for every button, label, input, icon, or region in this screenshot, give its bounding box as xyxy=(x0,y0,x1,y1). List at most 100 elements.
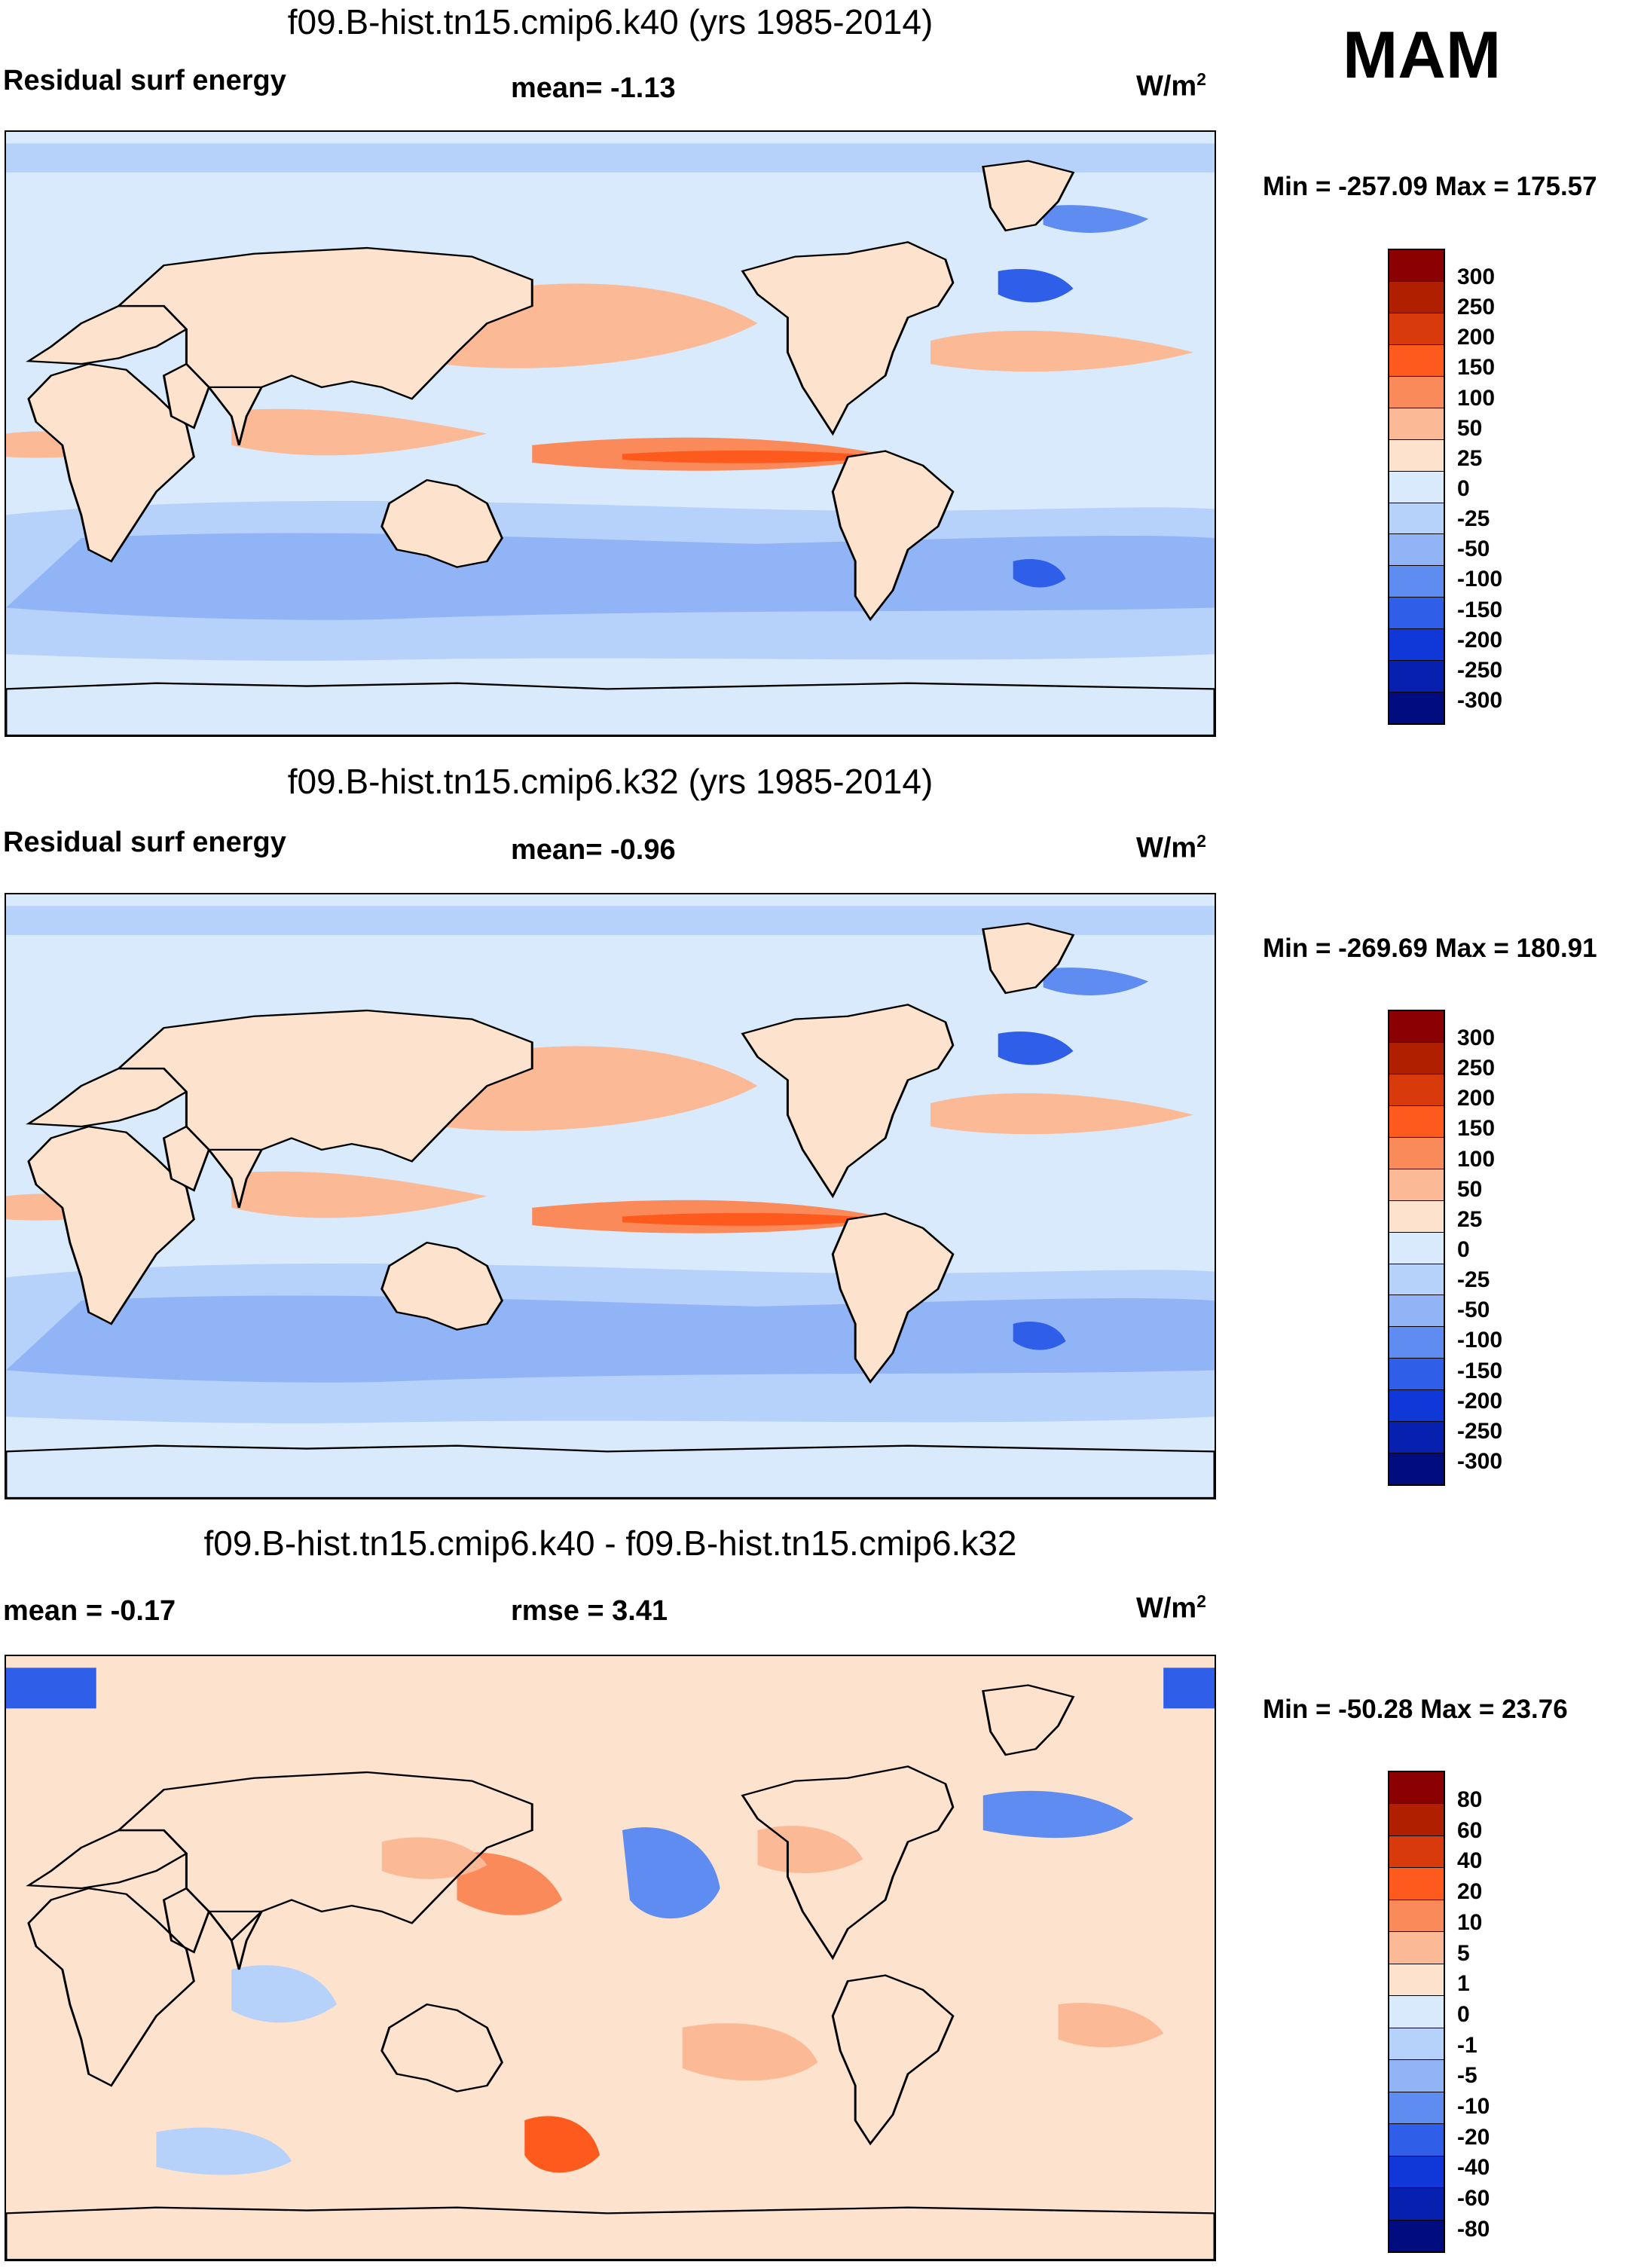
panel-3-mean-label: mean = -0.17 xyxy=(3,1595,176,1627)
colorbar-swatch xyxy=(1389,281,1444,313)
colorbar-swatch xyxy=(1389,2028,1444,2061)
coastline xyxy=(741,241,955,436)
colorbar-swatch xyxy=(1389,692,1444,724)
panel-3-colorbar xyxy=(1388,1771,1445,2253)
colorbar-swatch xyxy=(1389,344,1444,377)
colorbar-tick-label: -100 xyxy=(1457,1328,1503,1353)
colorbar-tick-label: 40 xyxy=(1457,1848,1483,1874)
coastline xyxy=(27,1125,195,1325)
coastline xyxy=(380,2003,503,2092)
colorbar-swatch xyxy=(1389,2092,1444,2125)
panel-2-colorbar-ticks: 300 250 200 150 100 50 25 0 -25 -50 -100 -150 -200 -2… xyxy=(1457,1027,1502,1473)
colorbar-swatch xyxy=(1389,1074,1444,1106)
colorbar-swatch xyxy=(1389,376,1444,408)
colorbar-tick-label: -200 xyxy=(1457,1388,1503,1414)
colorbar-tick-label: -50 xyxy=(1457,536,1490,562)
colorbar-tick-label: 100 xyxy=(1457,385,1496,411)
colorbar-tick-label: -5 xyxy=(1457,2063,1477,2089)
colorbar-tick-label: 250 xyxy=(1457,295,1496,320)
colorbar-swatch xyxy=(1389,1804,1444,1836)
colorbar-tick-label: -250 xyxy=(1457,1418,1503,1444)
panel-3-minmax: Min = -50.28 Max = 23.76 xyxy=(1263,1695,1568,1724)
coastline xyxy=(831,1212,955,1384)
coastline xyxy=(206,386,264,446)
panel-2-units: W/m2 xyxy=(1136,831,1206,864)
colorbar-tick-label: -10 xyxy=(1457,2094,1490,2120)
colorbar-tick-label: 10 xyxy=(1457,1909,1483,1935)
colorbar-tick-label: -1 xyxy=(1457,2032,1477,2058)
coastline xyxy=(206,1910,264,1970)
coastline xyxy=(831,450,955,622)
colorbar-swatch xyxy=(1389,503,1444,535)
colorbar-swatch xyxy=(1389,1327,1444,1359)
panel-1-colorbar xyxy=(1388,249,1445,725)
colorbar-swatch xyxy=(1389,1359,1444,1391)
panel-2-map xyxy=(5,893,1216,1499)
coastline xyxy=(27,362,195,563)
colorbar-swatch xyxy=(1389,1105,1444,1138)
colorbar-swatch xyxy=(1389,2124,1444,2156)
colorbar-swatch xyxy=(1389,1996,1444,2028)
coastline xyxy=(6,2206,1215,2260)
coastline xyxy=(982,922,1075,995)
colorbar-swatch xyxy=(1389,534,1444,567)
colorbar-swatch xyxy=(1389,1200,1444,1233)
panel-1-variable-label: Residual surf energy xyxy=(3,65,286,96)
coastline xyxy=(982,1684,1075,1756)
panel-1-title: f09.B-hist.tn15.cmip6.k40 (yrs 1985-2014… xyxy=(287,2,934,41)
colorbar-swatch xyxy=(1389,566,1444,598)
colorbar-swatch xyxy=(1389,661,1444,693)
colorbar-tick-label: 50 xyxy=(1457,415,1483,441)
colorbar-swatch xyxy=(1389,1264,1444,1296)
coastline xyxy=(162,1887,210,1954)
panel-1-minmax: Min = -257.09 Max = 175.57 xyxy=(1263,172,1597,201)
colorbar-swatch xyxy=(1389,1835,1444,1869)
colorbar-swatch xyxy=(1389,1900,1444,1933)
colorbar-tick-label: 300 xyxy=(1457,264,1496,289)
colorbar-swatch xyxy=(1389,1232,1444,1264)
panel-1-colorbar-ticks: 300 250 200 150 100 50 25 0 -25 -50 -100 -150 -200 -2… xyxy=(1457,266,1502,712)
panel-1-units: W/m2 xyxy=(1136,69,1206,102)
colorbar-swatch xyxy=(1389,2220,1444,2252)
colorbar-swatch xyxy=(1389,1390,1444,1423)
colorbar-tick-label: -150 xyxy=(1457,1358,1503,1383)
panel-3-units: W/m2 xyxy=(1136,1591,1206,1625)
panel-2-title: f09.B-hist.tn15.cmip6.k32 (yrs 1985-2014… xyxy=(287,762,934,801)
coastline xyxy=(162,1125,210,1192)
colorbar-tick-label: 50 xyxy=(1457,1176,1483,1202)
season-label: MAM xyxy=(1343,17,1502,92)
colorbar-swatch xyxy=(1389,629,1444,662)
colorbar-tick-label: -300 xyxy=(1457,1448,1503,1474)
colorbar-swatch xyxy=(1389,2188,1444,2221)
colorbar-tick-label: 80 xyxy=(1457,1787,1483,1812)
coastline xyxy=(741,1765,955,1961)
coastline xyxy=(27,1887,195,2087)
colorbar-tick-label: -80 xyxy=(1457,2216,1490,2242)
colorbar-tick-label: -25 xyxy=(1457,1267,1490,1293)
colorbar-tick-label: 200 xyxy=(1457,325,1496,350)
colorbar-tick-label: 25 xyxy=(1457,1206,1483,1232)
colorbar-tick-label: -20 xyxy=(1457,2124,1490,2150)
colorbar-tick-label: 100 xyxy=(1457,1146,1496,1172)
colorbar-tick-label: 200 xyxy=(1457,1086,1496,1111)
panel-2-minmax: Min = -269.69 Max = 180.91 xyxy=(1263,934,1597,963)
coastline xyxy=(6,682,1215,735)
coastline xyxy=(982,160,1075,232)
panel-1-map xyxy=(5,130,1216,737)
colorbar-swatch xyxy=(1389,2156,1444,2189)
panel-2-colorbar xyxy=(1388,1010,1445,1486)
coastline xyxy=(380,1241,503,1331)
colorbar-tick-label: -40 xyxy=(1457,2155,1490,2181)
colorbar-swatch xyxy=(1389,1453,1444,1485)
colorbar-swatch xyxy=(1389,1011,1444,1043)
colorbar-tick-label: -200 xyxy=(1457,627,1503,653)
colorbar-swatch xyxy=(1389,250,1444,282)
panel-3-colorbar-ticks: 80 60 40 20 10 5 1 0 -1 -5 -10 -20 -40 -60 -80 xyxy=(1457,1789,1490,2241)
colorbar-swatch xyxy=(1389,1868,1444,1900)
colorbar-tick-label: 0 xyxy=(1457,2001,1470,2027)
colorbar-swatch xyxy=(1389,1422,1444,1454)
colorbar-tick-label: -100 xyxy=(1457,567,1503,592)
colorbar-tick-label: 5 xyxy=(1457,1940,1470,1966)
colorbar-tick-label: -250 xyxy=(1457,657,1503,683)
panel-3-rmse-label: rmse = 3.41 xyxy=(511,1595,668,1627)
